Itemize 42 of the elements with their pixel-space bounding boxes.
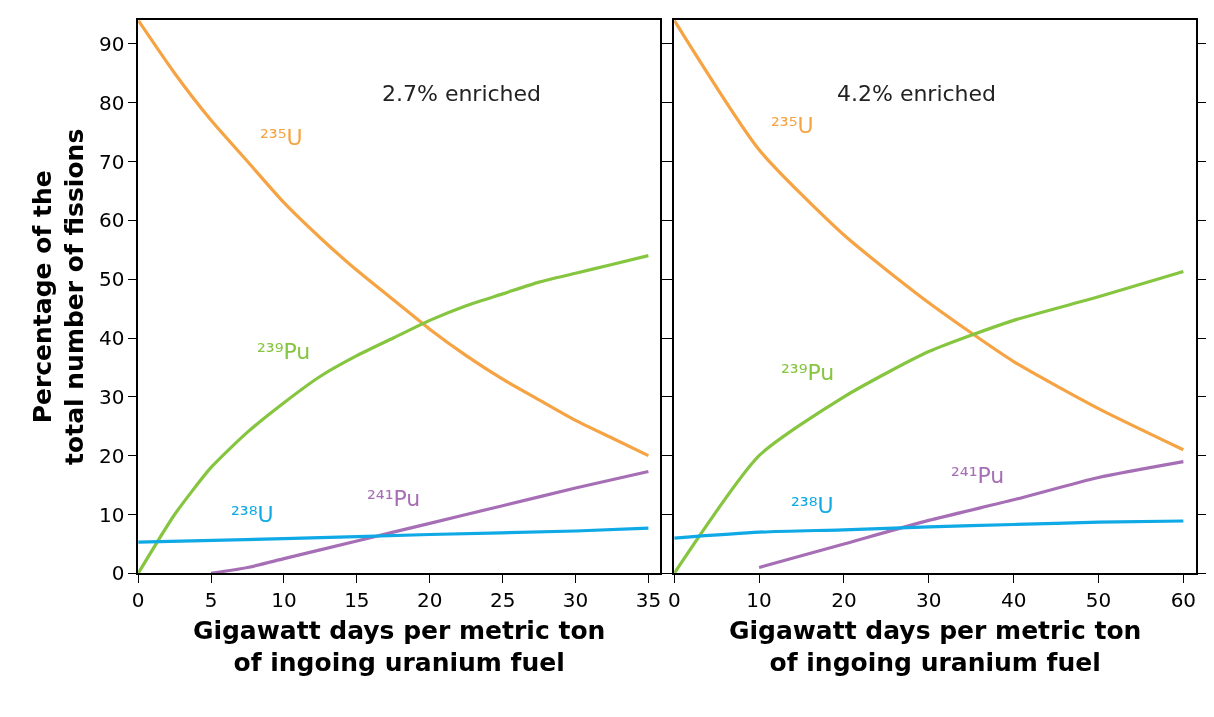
series-label: ²³⁹Pu [781,360,835,385]
y-tick-label: 0 [111,561,125,586]
y-axis-title: Percentage of the total number of fissions [27,128,90,465]
y-tick-label: 10 [99,502,125,527]
y-tick-label: 70 [99,149,125,174]
x-tick-label: 35 [635,588,662,613]
x-tick-label: 60 [1170,588,1197,613]
x-tick-label: 30 [916,588,942,613]
x-tick-label: 5 [204,588,218,613]
series-label: ²⁴¹Pu [951,463,1005,488]
series-label: ²³⁵U [771,113,814,138]
x-tick-label: 30 [562,588,589,613]
x-tick-label: 20 [417,588,443,613]
line-series [209,469,650,574]
x-tick-label: 50 [1085,588,1112,613]
line-series [138,20,650,458]
x-tick-label: 10 [271,588,297,613]
x-tick-label: 40 [1000,588,1027,613]
line-series [138,526,650,544]
line-series [138,254,650,574]
x-tick-label: 15 [344,588,370,613]
y-tick-label: 80 [99,90,125,115]
series-label: ²³⁹Pu [257,339,311,364]
x-tick-label: 20 [831,588,857,613]
annotation: 4.2% enriched [837,81,997,106]
series-label: ²³⁸U [791,493,834,518]
y-tick-label: 30 [99,384,125,409]
y-tick-label: 20 [99,443,125,468]
x-tick-label: 25 [489,588,516,613]
x-axis-title: Gigawatt days per metric ton of ingoing uranium fuel [728,615,1142,678]
series-label: ²³⁵U [260,125,303,150]
y-tick-label: 50 [99,267,125,292]
series-label: ²³⁸U [231,502,274,527]
series-label: ²⁴¹Pu [367,486,421,511]
annotation: 2.7% enriched [382,81,542,106]
x-tick-label: 10 [746,588,772,613]
x-tick-label: 0 [667,588,681,613]
x-axis-title: Gigawatt days per metric ton of ingoing uranium fuel [192,615,606,678]
x-tick-label: 0 [131,588,145,613]
y-tick-label: 90 [99,31,125,56]
y-tick-label: 60 [99,208,125,233]
y-tick-label: 40 [99,326,125,351]
